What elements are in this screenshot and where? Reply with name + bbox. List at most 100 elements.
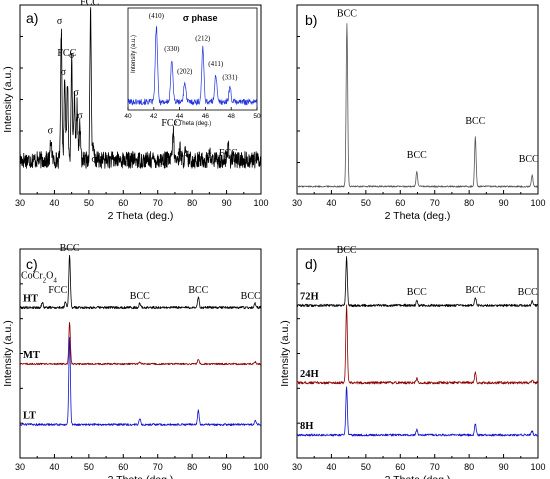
panel-b-xtick-label: 50 <box>361 198 371 208</box>
panel-a-annotation: σ <box>177 148 183 159</box>
panel-d-series-line <box>296 256 539 308</box>
inset-annotation: (411) <box>208 60 224 68</box>
panel-b-annotation: BCC <box>407 150 427 161</box>
panel-a-xtick-label: 60 <box>118 198 128 208</box>
panel-c-series-label: MT <box>23 350 40 361</box>
panel-a-y-axis-title: Intensity (a.u.) <box>2 66 14 133</box>
panel-a-annotation: FCC <box>219 148 238 159</box>
panel-d-series-line <box>296 304 539 385</box>
panel-c-xtick-label: 60 <box>118 462 128 472</box>
panel-a-annotation: σ <box>48 126 54 137</box>
panel-a-annotation: σ <box>57 16 63 27</box>
panel-d-series-label: 72H <box>300 291 319 302</box>
panel-b-annotation: BCC <box>519 154 539 165</box>
panel-d-series-label: 24H <box>300 369 319 380</box>
panel-c-annotation: BCC <box>188 285 208 296</box>
panel-d-annotation: BCC <box>518 287 538 298</box>
panel-b-xtick-label: 80 <box>464 198 474 208</box>
panel-c-y-axis-title: Intensity (a.u.) <box>2 320 14 387</box>
panel-b-xtick-label: 30 <box>292 198 302 208</box>
panel-d-y-axis-title: Intensity (a.u.) <box>279 320 291 387</box>
inset-annotation: (330) <box>164 45 180 53</box>
panel-c-series-line <box>19 254 262 310</box>
panel-a-annotation: σ <box>206 150 212 161</box>
panel-c-xtick-label: 50 <box>84 462 94 472</box>
panel-b-series-line <box>296 23 539 188</box>
panel-c-annotation: BCC <box>130 291 150 302</box>
panel-a-label: a) <box>26 10 38 26</box>
inset-title: σ phase <box>183 13 218 23</box>
panel-b-label: b) <box>305 12 317 28</box>
panel-a-annotation: σ <box>61 67 67 78</box>
inset-annotation: (202) <box>177 67 193 75</box>
inset-xtick-label: 46 <box>202 113 210 120</box>
panel-d-xtick-label: 30 <box>292 462 302 472</box>
panel-d-xtick-label: 100 <box>530 462 545 472</box>
inset-series-line <box>127 25 258 106</box>
panel-c-annotation: BCC <box>241 291 261 302</box>
panel-a-xtick-label: 80 <box>187 198 197 208</box>
panel-a-xtick-label: 40 <box>49 198 59 208</box>
panel-d-annotation: BCC <box>465 285 485 296</box>
panel-a-annotation: FCC <box>57 48 76 59</box>
inset-xtick-label: 44 <box>176 113 184 120</box>
panel-a-annotation: FCC <box>80 0 99 8</box>
panel-d-xtick-label: 40 <box>326 462 336 472</box>
panel-b-x-axis-title: 2 Theta (deg.) <box>385 210 451 222</box>
panel-a-xtick-label: 90 <box>222 198 232 208</box>
panel-d-series-line <box>296 386 539 437</box>
inset-x-axis-title: 2 Theta (deg.) <box>174 121 212 127</box>
inset-y-axis-title: Intensity (a.u.) <box>131 35 137 73</box>
inset-annotation: (410) <box>149 12 165 20</box>
inset-xtick-label: 42 <box>150 113 158 120</box>
panel-c-xtick-label: 100 <box>253 462 268 472</box>
panel-c-series-label: LT <box>23 411 36 422</box>
panel-d-x-axis-title: 2 Theta (deg.) <box>385 474 451 479</box>
panel-a-x-axis-title: 2 Theta (deg.) <box>108 210 174 222</box>
inset-xtick-label: 50 <box>253 113 261 120</box>
inset-annotation: (331) <box>222 73 238 81</box>
inset-frame <box>127 7 258 111</box>
panel-b-annotation: BCC <box>465 116 485 127</box>
panel-d-xtick-label: 60 <box>395 462 405 472</box>
panel-b-xtick-label: 40 <box>326 198 336 208</box>
panel-d-frame <box>296 248 539 459</box>
panel-b-xtick-label: 60 <box>395 198 405 208</box>
panel-c-annotation: FCC <box>48 285 67 296</box>
panel-a-annotation: FCC <box>161 118 180 129</box>
panel-a-annotation: σ <box>69 50 75 61</box>
panel-c-series-line <box>19 321 262 366</box>
panel-c-xtick-label: 40 <box>49 462 59 472</box>
panel-a-xtick-label: 100 <box>253 198 268 208</box>
panel-c-x-axis-title: 2 Theta (deg.) <box>108 474 174 479</box>
panel-a-series-line <box>19 7 262 169</box>
panel-c-series-label: HT <box>23 294 38 305</box>
panel-c-label: c) <box>26 256 38 272</box>
panel-a-xtick-label: 70 <box>153 198 163 208</box>
panel-b-frame <box>296 4 539 195</box>
inset-annotation: (212) <box>195 35 211 43</box>
panel-d-xtick-label: 90 <box>499 462 509 472</box>
panel-d-annotation: BCC <box>337 245 357 256</box>
panel-c-series-line <box>19 336 262 426</box>
panel-a-annotation: σ <box>77 110 83 121</box>
panel-d-xtick-label: 80 <box>464 462 474 472</box>
panel-c-xtick-label: 70 <box>153 462 163 472</box>
panel-a-annotation: σ <box>91 154 97 165</box>
panel-a-annotation: σ <box>73 88 79 99</box>
panel-d-xtick-label: 50 <box>361 462 371 472</box>
panel-b-xtick-label: 70 <box>430 198 440 208</box>
panel-b-annotation: BCC <box>337 8 357 19</box>
inset-xtick-label: 48 <box>228 113 236 120</box>
panel-c-xtick-label: 30 <box>15 462 25 472</box>
panel-a-xtick-label: 50 <box>84 198 94 208</box>
panel-c-annotation: BCC <box>60 243 80 254</box>
panel-c-xtick-label: 90 <box>222 462 232 472</box>
panel-b-xtick-label: 100 <box>530 198 545 208</box>
panel-d-label: d) <box>305 256 317 272</box>
panel-d-xtick-label: 70 <box>430 462 440 472</box>
panel-d-annotation: BCC <box>407 287 427 298</box>
panel-a-xtick-label: 30 <box>15 198 25 208</box>
panel-c-annotation: CoCr2O4 <box>21 270 57 284</box>
